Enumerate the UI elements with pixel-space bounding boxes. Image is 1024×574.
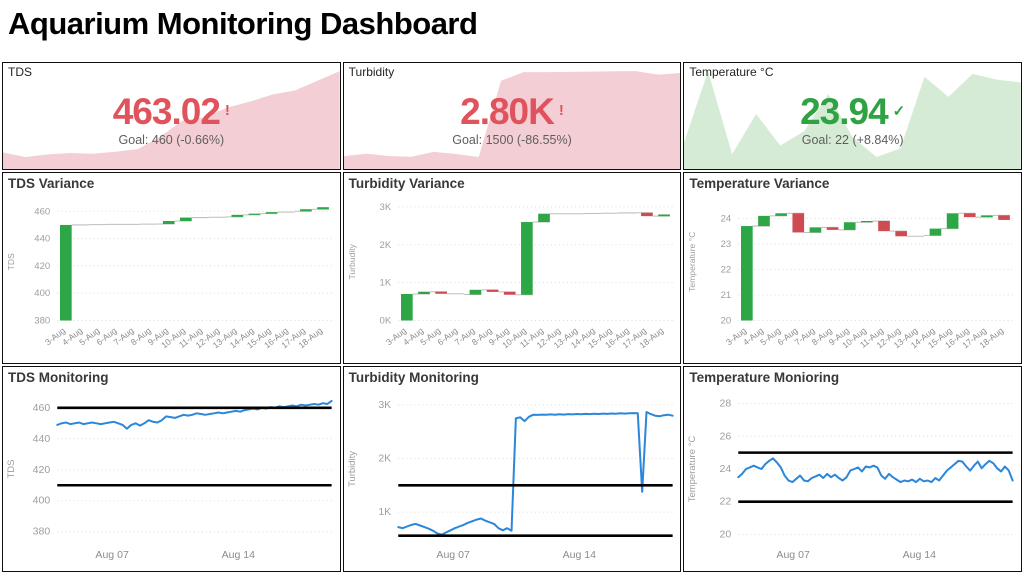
temperature-monitoring-card[interactable]: Temperature Monioring 20 22 24 26 28 Temperat… [683, 366, 1022, 572]
kpi-title-temperature: Temperature °C [689, 65, 774, 79]
svg-text:380: 380 [33, 526, 51, 538]
svg-text:Temperature °C: Temperature °C [687, 436, 698, 503]
svg-text:3K: 3K [379, 202, 391, 213]
svg-text:1K: 1K [378, 506, 391, 518]
kpi-card-tds[interactable]: TDS 463.02 ! Goal: 460 (-0.66%) [2, 62, 341, 170]
svg-text:400: 400 [34, 288, 50, 299]
svg-text:460: 460 [33, 402, 51, 414]
temperature-kpi-goal: Goal: 22 (+8.84%) [801, 133, 904, 147]
turbidity-monitoring-card[interactable]: Turbidity Monitoring 1K 2K 3K Turbidity Aug … [342, 366, 682, 572]
turbidity-variance-title: Turbidity Variance [348, 176, 465, 191]
svg-text:TDS: TDS [6, 460, 17, 479]
svg-text:TDS: TDS [6, 253, 16, 270]
page-title: Aquarium Monitoring Dashboard [8, 6, 478, 41]
turbidity-monitoring-chart[interactable]: 1K 2K 3K Turbidity Aug 07 Aug 14 [344, 389, 681, 571]
svg-text:20: 20 [721, 316, 732, 327]
kpi-title-turbidity: Turbidity [348, 65, 395, 79]
svg-text:3K: 3K [378, 399, 391, 411]
turbidity-variance-chart[interactable]: 0K1K2K3KTurbudity3-Aug4-Aug5-Aug6-Aug7-A… [344, 195, 681, 363]
svg-text:Aug 07: Aug 07 [777, 549, 811, 561]
tds-monitoring-chart[interactable]: 380 400 420 440 460 TDS Aug 07 Aug 14 [3, 389, 340, 571]
svg-text:22: 22 [720, 496, 732, 508]
svg-text:24: 24 [721, 213, 732, 224]
kpi-title-tds: TDS [8, 65, 32, 79]
goal-met-check-icon: ✓ [892, 103, 906, 120]
svg-text:380: 380 [34, 316, 50, 327]
svg-text:21: 21 [721, 290, 732, 301]
svg-text:460: 460 [34, 206, 50, 217]
tds-kpi-content: 463.02 ! Goal: 460 (-0.66%) [3, 63, 340, 169]
temperature-kpi-value: 23.94 [800, 91, 889, 132]
svg-text:20: 20 [720, 528, 732, 540]
tds-variance-chart[interactable]: 380400420440460TDS3-Aug4-Aug5-Aug6-Aug7-… [3, 195, 340, 363]
kpi-card-temperature[interactable]: Temperature °C 23.94 ✓ Goal: 22 (+8.84%) [683, 62, 1022, 170]
svg-text:Turbudity: Turbudity [347, 243, 357, 279]
svg-text:Aug 07: Aug 07 [95, 549, 129, 561]
svg-text:22: 22 [721, 264, 732, 275]
svg-text:0K: 0K [379, 316, 391, 327]
tds-kpi-goal: Goal: 460 (-0.66%) [118, 133, 225, 147]
turbidity-kpi-value: 2.80K [460, 91, 555, 132]
svg-text:26: 26 [720, 430, 732, 442]
temperature-kpi-sparkline [684, 71, 1021, 169]
svg-text:Aug 14: Aug 14 [903, 549, 937, 561]
svg-text:1K: 1K [379, 278, 391, 289]
dashboard-grid: TDS 463.02 ! Goal: 460 (-0.66%) TDS Vari… [2, 62, 1022, 572]
tds-monitoring-title: TDS Monitoring [8, 370, 109, 385]
svg-text:Temperature °C: Temperature °C [687, 232, 697, 292]
tds-monitoring-card[interactable]: TDS Monitoring 380 400 420 440 460 TDS Aug 07 A… [2, 366, 341, 572]
svg-text:Turbidity: Turbidity [347, 451, 358, 487]
turbidity-kpi-goal: Goal: 1500 (-86.55%) [452, 133, 572, 147]
alert-icon: ! [558, 102, 564, 119]
svg-text:420: 420 [34, 261, 50, 272]
svg-text:400: 400 [33, 495, 51, 507]
temperature-variance-title: Temperature Variance [689, 176, 830, 191]
temperature-variance-card[interactable]: Temperature Variance 20 21 22 23 24 Temperatu… [683, 172, 1022, 364]
svg-text:Aug 14: Aug 14 [562, 549, 596, 561]
tds-variance-card[interactable]: TDS Variance 380 400 420 440 460 TDS 3-Aug 4-Au… [2, 172, 341, 364]
svg-text:2K: 2K [379, 240, 391, 251]
svg-text:440: 440 [33, 433, 51, 445]
svg-text:440: 440 [34, 234, 50, 245]
svg-text:Aug 14: Aug 14 [222, 549, 256, 561]
svg-text:420: 420 [33, 464, 51, 476]
alert-icon: ! [224, 102, 230, 119]
temperature-monitoring-chart[interactable]: 20 22 24 26 28 Temperature °C Aug 07 Aug 14 [684, 389, 1021, 571]
svg-text:23: 23 [721, 239, 732, 250]
turbidity-monitoring-title: Turbidity Monitoring [348, 370, 479, 385]
temperature-monitoring-title: Temperature Monioring [689, 370, 840, 385]
kpi-card-turbidity[interactable]: Turbidity 2.80K ! Goal: 1500 (-86.55%) [342, 62, 682, 170]
temperature-kpi-content: 23.94 ✓ Goal: 22 (+8.84%) [684, 63, 1021, 169]
svg-text:2K: 2K [378, 453, 391, 465]
svg-text:24: 24 [720, 463, 732, 475]
turbidity-kpi-content: 2.80K ! Goal: 1500 (-86.55%) [344, 63, 681, 169]
tds-kpi-sparkline [3, 71, 340, 169]
svg-text:Aug 07: Aug 07 [436, 549, 470, 561]
tds-variance-title: TDS Variance [8, 176, 95, 191]
turbidity-variance-card[interactable]: Turbidity Variance 0K 1K 2K 3K Turbudity 3-Au… [342, 172, 682, 364]
turbidity-kpi-sparkline [343, 71, 681, 169]
svg-text:28: 28 [720, 398, 732, 410]
tds-kpi-value: 463.02 [112, 91, 221, 132]
